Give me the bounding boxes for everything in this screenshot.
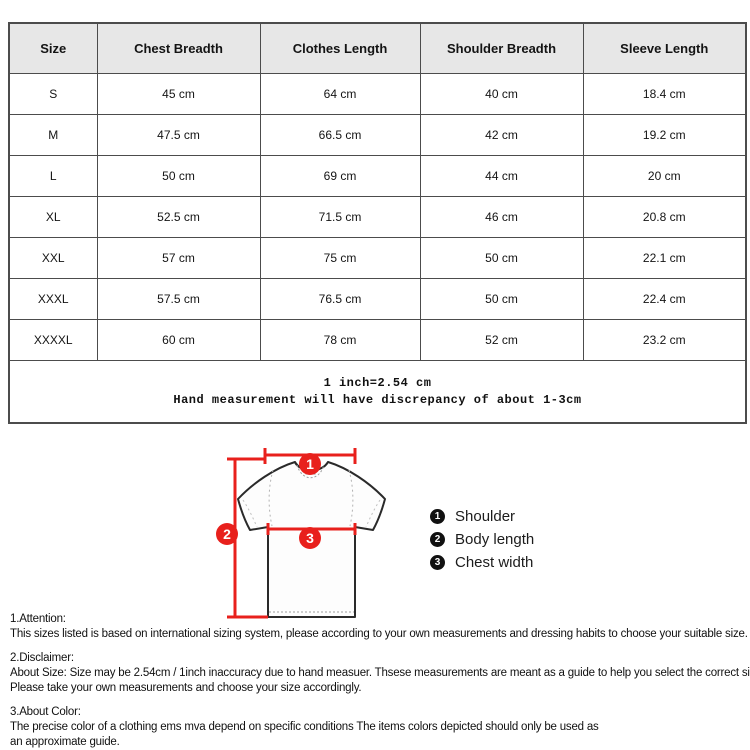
tshirt-diagram: 1 2 3 [216, 448, 386, 619]
table-cell: 66.5 cm [259, 114, 421, 156]
table-cell: 78 cm [259, 319, 421, 361]
right-seam [348, 469, 354, 527]
table-row: L 50 cm 69 cm 44 cm 20 cm [8, 155, 747, 197]
table-cell: 50 cm [419, 237, 584, 279]
table-cell: 52 cm [419, 319, 584, 361]
legend-item-shoulder: 1 Shoulder [430, 505, 534, 528]
legend-badge-3: 3 [430, 555, 445, 570]
table-cell: 40 cm [419, 73, 584, 115]
table-cell: 47.5 cm [96, 114, 261, 156]
table-row: M 47.5 cm 66.5 cm 42 cm 19.2 cm [8, 114, 747, 156]
about-color-title: 3.About Color: [10, 706, 81, 718]
table-cell: 50 cm [419, 278, 584, 320]
attention-section: 1.Attention: This sizes listed is based … [10, 612, 750, 642]
disclaimer-title: 2.Disclaimer: [10, 652, 74, 664]
marker-2-circle [216, 523, 238, 545]
table-cell: 60 cm [96, 319, 261, 361]
marker-1-circle [299, 453, 321, 475]
disclaimer-section: 2.Disclaimer: About Size: Size may be 2.… [10, 651, 750, 696]
table-cell: 71.5 cm [259, 196, 421, 238]
legend-label: Chest width [455, 554, 534, 571]
measurement-legend: 1 Shoulder 2 Body length 3 Chest width [430, 505, 534, 574]
table-cell: 57.5 cm [96, 278, 261, 320]
legend-label: Shoulder [455, 508, 516, 525]
about-color-body-line1: The precise color of a clothing ems mva … [10, 721, 599, 733]
marker-1-number: 1 [306, 456, 314, 472]
table-cell: 45 cm [96, 73, 261, 115]
table-cell: S [8, 73, 98, 115]
table-row: XL 52.5 cm 71.5 cm 46 cm 20.8 cm [8, 196, 747, 238]
column-header-size: Size [8, 22, 98, 74]
table-cell: XXL [8, 237, 98, 279]
hand-measurement-note: Hand measurement will have discrepancy o… [173, 392, 582, 407]
attention-body: This sizes listed is based on internatio… [10, 628, 748, 640]
about-color-body-line2: an approximate guide. [10, 736, 120, 748]
table-cell: 18.4 cm [582, 73, 747, 115]
disclaimer-body-line2: Please take your own measurements and ch… [10, 682, 362, 694]
inch-conversion-note: 1 inch=2.54 cm [323, 375, 432, 390]
table-header-row: Size Chest Breadth Clothes Length Should… [8, 22, 747, 74]
disclaimer-body-line1: About Size: Size may be 2.54cm / 1inch i… [10, 667, 750, 679]
table-cell: 69 cm [259, 155, 421, 197]
table-cell: 44 cm [419, 155, 584, 197]
right-sleeve-seam [365, 499, 381, 528]
table-cell: 20.8 cm [582, 196, 747, 238]
table-cell: 20 cm [582, 155, 747, 197]
table-cell: 76.5 cm [259, 278, 421, 320]
marker-3-circle [299, 527, 321, 549]
table-cell: 52.5 cm [96, 196, 261, 238]
table-row: XXXXL 60 cm 78 cm 52 cm 23.2 cm [8, 319, 747, 361]
table-cell: 46 cm [419, 196, 584, 238]
table-cell: 75 cm [259, 237, 421, 279]
table-row: S 45 cm 64 cm 40 cm 18.4 cm [8, 73, 747, 115]
marker-2-number: 2 [223, 526, 231, 542]
legend-label: Body length [455, 531, 535, 548]
table-cell: L [8, 155, 98, 197]
table-cell: M [8, 114, 98, 156]
table-cell: 64 cm [259, 73, 421, 115]
table-cell: 23.2 cm [582, 319, 747, 361]
legend-badge-2: 2 [430, 532, 445, 547]
table-cell: 57 cm [96, 237, 261, 279]
column-header-shoulder-breadth: Shoulder Breadth [419, 22, 584, 74]
column-header-sleeve-length: Sleeve Length [582, 22, 747, 74]
table-note-cell: 1 inch=2.54 cm Hand measurement will hav… [8, 360, 747, 424]
table-note-row: 1 inch=2.54 cm Hand measurement will hav… [8, 360, 747, 424]
notes-section: 1.Attention: This sizes listed is based … [10, 612, 750, 750]
left-seam [268, 469, 274, 527]
table-cell: XXXL [8, 278, 98, 320]
about-color-section: 3.About Color: The precise color of a cl… [10, 705, 750, 750]
table-cell: XXXXL [8, 319, 98, 361]
attention-title: 1.Attention: [10, 613, 66, 625]
table-row: XXL 57 cm 75 cm 50 cm 22.1 cm [8, 237, 747, 279]
table-cell: 22.4 cm [582, 278, 747, 320]
table-row: XXXL 57.5 cm 76.5 cm 50 cm 22.4 cm [8, 278, 747, 320]
column-header-chest-breadth: Chest Breadth [96, 22, 261, 74]
legend-item-chest-width: 3 Chest width [430, 551, 534, 574]
size-chart-table: Size Chest Breadth Clothes Length Should… [8, 22, 747, 424]
legend-badge-1: 1 [430, 509, 445, 524]
table-cell: 22.1 cm [582, 237, 747, 279]
table-cell: 50 cm [96, 155, 261, 197]
column-header-clothes-length: Clothes Length [259, 22, 421, 74]
marker-3-number: 3 [306, 530, 314, 546]
left-sleeve-seam [242, 499, 258, 528]
table-cell: 19.2 cm [582, 114, 747, 156]
table-cell: 42 cm [419, 114, 584, 156]
table-cell: XL [8, 196, 98, 238]
legend-item-body-length: 2 Body length [430, 528, 534, 551]
